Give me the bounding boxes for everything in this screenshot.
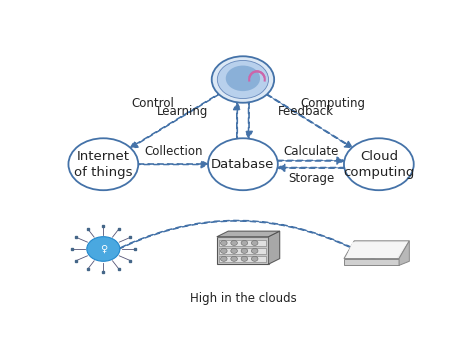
- Text: Collection: Collection: [144, 145, 202, 158]
- Bar: [219, 256, 266, 262]
- FancyArrowPatch shape: [100, 220, 375, 260]
- FancyArrowPatch shape: [267, 94, 352, 148]
- Text: Learning: Learning: [156, 105, 208, 118]
- Circle shape: [231, 256, 237, 261]
- Text: Internet
of things: Internet of things: [74, 150, 133, 179]
- Text: Storage: Storage: [288, 171, 334, 185]
- Circle shape: [208, 138, 278, 190]
- Circle shape: [251, 240, 258, 245]
- Polygon shape: [344, 241, 410, 258]
- FancyArrowPatch shape: [278, 157, 344, 164]
- Text: Calculate: Calculate: [283, 145, 338, 158]
- Text: Control: Control: [131, 97, 174, 110]
- Circle shape: [231, 240, 237, 245]
- Circle shape: [241, 240, 248, 245]
- Bar: [344, 258, 399, 266]
- Text: ♀: ♀: [100, 244, 107, 254]
- Text: Database: Database: [211, 158, 274, 171]
- FancyArrowPatch shape: [246, 103, 252, 138]
- Circle shape: [241, 248, 248, 253]
- Circle shape: [87, 237, 120, 261]
- Circle shape: [251, 248, 258, 253]
- Circle shape: [217, 60, 269, 99]
- Circle shape: [220, 240, 227, 245]
- Polygon shape: [399, 241, 410, 266]
- Polygon shape: [269, 231, 280, 264]
- FancyArrowPatch shape: [130, 94, 219, 148]
- Text: High in the clouds: High in the clouds: [190, 292, 296, 305]
- Bar: [217, 237, 269, 264]
- Text: Computing: Computing: [301, 97, 365, 110]
- Circle shape: [241, 256, 248, 261]
- Circle shape: [231, 248, 237, 253]
- Polygon shape: [217, 231, 280, 237]
- Circle shape: [68, 138, 138, 190]
- Circle shape: [344, 138, 414, 190]
- Text: Cloud
computing: Cloud computing: [343, 150, 415, 179]
- Bar: [219, 240, 266, 246]
- Circle shape: [220, 256, 227, 261]
- Text: Feedback: Feedback: [278, 105, 334, 118]
- Circle shape: [212, 56, 274, 103]
- Circle shape: [226, 66, 260, 91]
- Circle shape: [251, 256, 258, 261]
- Polygon shape: [346, 242, 408, 258]
- Bar: [219, 248, 266, 254]
- FancyArrowPatch shape: [234, 103, 240, 138]
- Circle shape: [220, 248, 227, 253]
- FancyArrowPatch shape: [138, 161, 208, 168]
- FancyArrowPatch shape: [278, 164, 344, 171]
